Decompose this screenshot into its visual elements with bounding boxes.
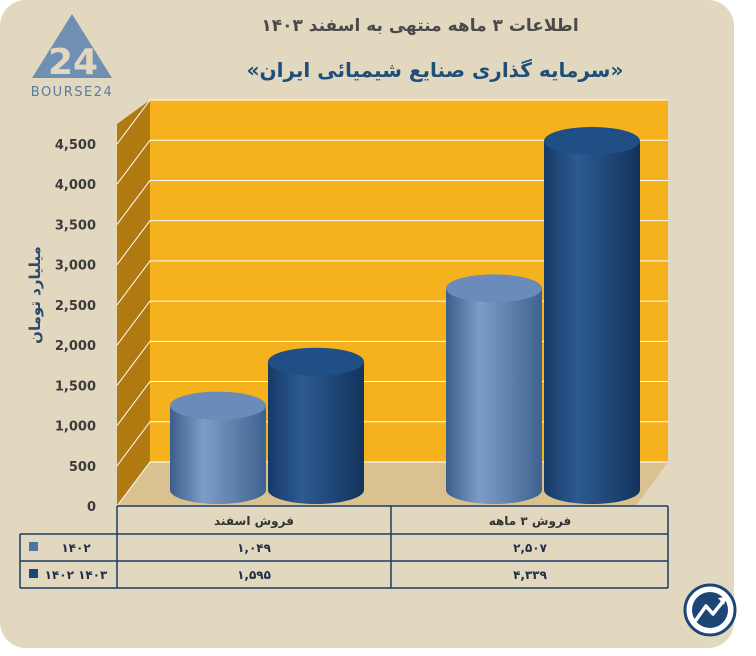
logo-numerals: 24 (48, 42, 98, 83)
y-tick-label: 1,500 (55, 379, 96, 394)
table-cell: ۱,۰۴۹ (237, 541, 272, 555)
table-cell: ۴,۳۳۹ (513, 568, 548, 582)
chart-subtitle: «سرمایه گذاری صنایع شیمیائی ایران» (246, 58, 624, 82)
plot-side-wall (117, 100, 150, 506)
bourse24-logo: 24 BOURSE24 (31, 14, 113, 100)
table-cell: ۲,۵۰۷ (513, 541, 548, 555)
legend-label-1403: ۱۴۰۲ ۱۴۰۳ (45, 568, 108, 582)
logo-triangle (32, 14, 112, 78)
bar-top (170, 391, 266, 420)
y-tick-label: 2,500 (55, 299, 96, 314)
trend-arrow-icon (683, 583, 737, 637)
bar-body (544, 140, 640, 505)
bar (170, 391, 266, 504)
chart-title: اطلاعات ۳ ماهه منتهی به اسفند ۱۴۰۳ (261, 16, 579, 36)
gridline (116, 179, 668, 225)
data-table: فروش اسفند فروش ۳ ماهه ۱۴۰۲ ۱۴۰۲ ۱۴۰۳ ۱,… (19, 505, 669, 589)
gridline (116, 99, 668, 145)
y-tick-label: 2,000 (55, 339, 96, 354)
y-axis-label: میلیارد تومان (26, 246, 44, 344)
y-tick-label: 0 (87, 500, 96, 515)
legend-swatch-1403 (29, 569, 38, 578)
bar (446, 274, 542, 504)
logo-wordmark: BOURSE24 (31, 85, 113, 100)
table-cell: ۱,۵۹۵ (237, 568, 271, 582)
category-label: فروش اسفند (214, 514, 294, 529)
legend-swatch-1402 (29, 542, 38, 551)
bar-top (544, 126, 640, 155)
bar-body (446, 288, 542, 504)
gridline (116, 139, 668, 185)
bar-top (446, 274, 542, 303)
category-label: فروش ۳ ماهه (489, 514, 572, 529)
bar-top (268, 347, 364, 376)
y-tick-label: 4,500 (55, 138, 96, 153)
bar-body (268, 361, 364, 504)
y-tick-label: 3,000 (55, 259, 96, 274)
bar-body (170, 405, 266, 504)
y-tick-label: 1,000 (55, 420, 96, 435)
y-tick-label: 500 (69, 460, 96, 475)
gridline (116, 220, 668, 265)
y-axis-ticks: 0 500 1,000 1,500 2,000 2,500 3,000 3,500 4,000 4… (55, 138, 96, 515)
bar (268, 347, 364, 504)
legend-label-1402: ۱۴۰۲ (61, 541, 91, 555)
y-tick-label: 4,000 (55, 178, 96, 193)
gridline (116, 260, 668, 306)
bar (544, 126, 640, 505)
bar-series (170, 126, 640, 505)
y-tick-label: 3,500 (55, 218, 96, 233)
